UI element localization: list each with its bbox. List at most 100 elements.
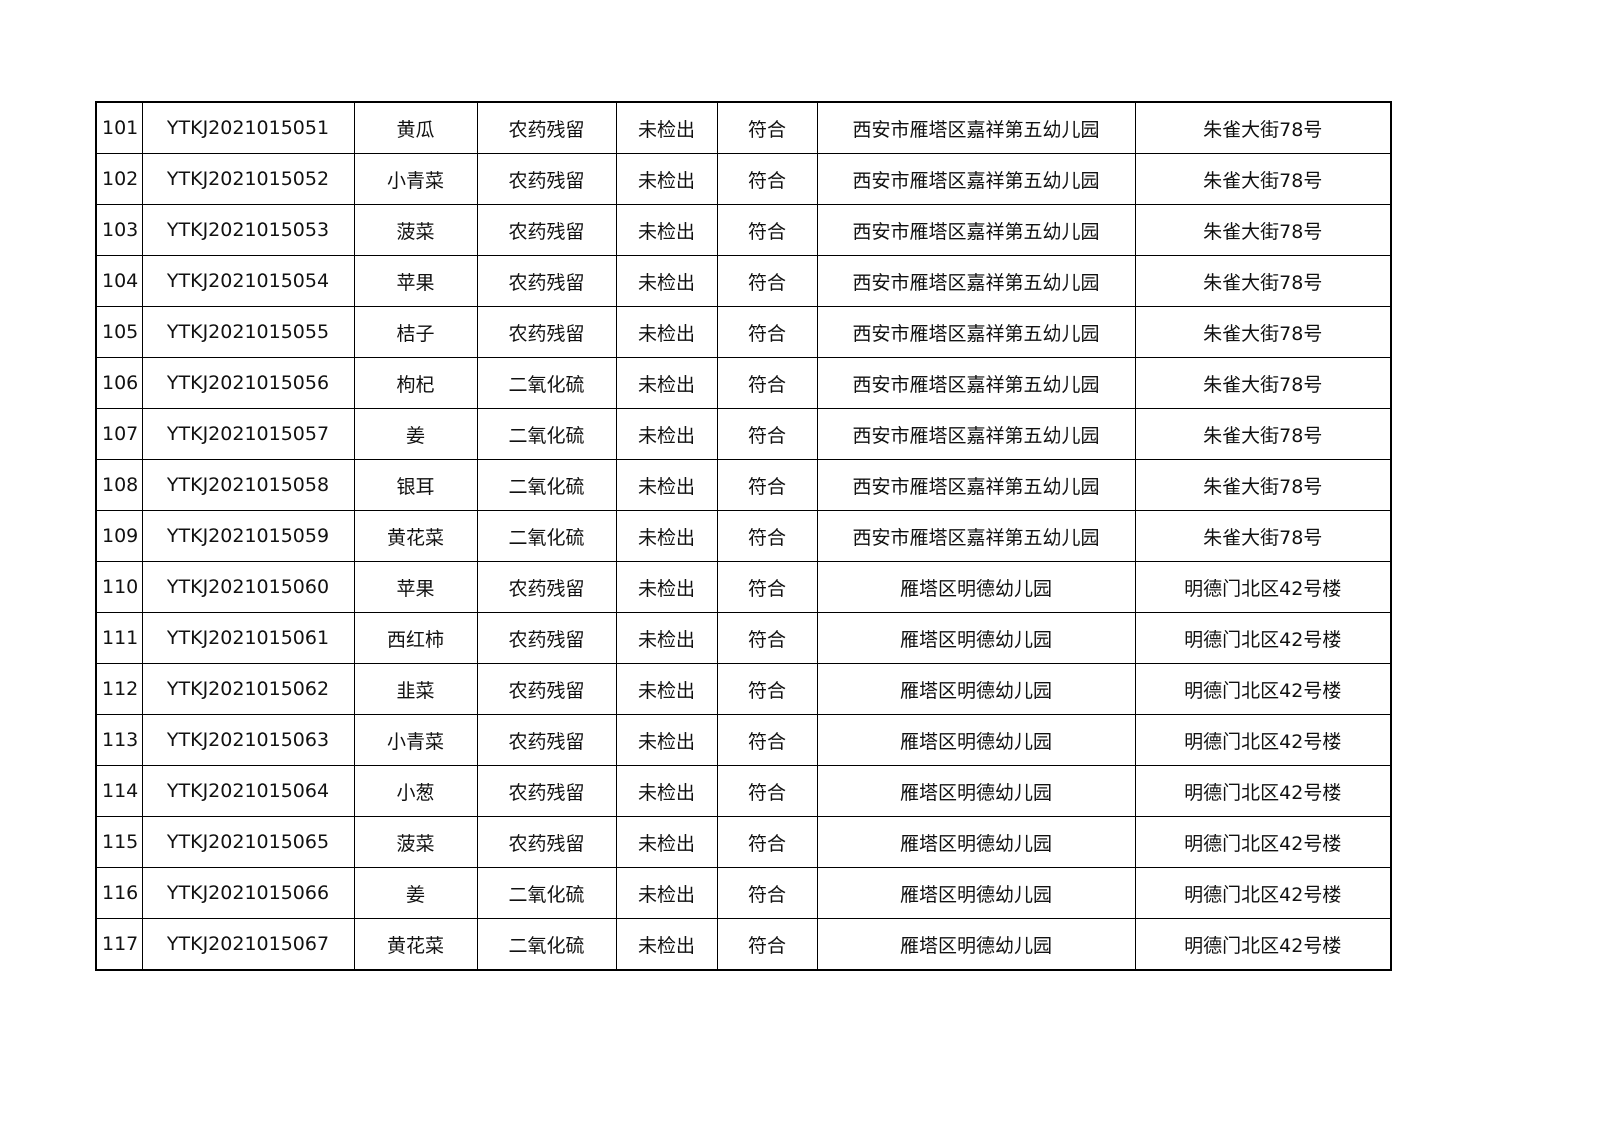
row-number-cell: 103 xyxy=(95,204,143,256)
table-row: 105 YTKJ2021015055 桔子 农药残留 未检出 符合 西安市雁塔区嘉祥第五幼儿… xyxy=(95,306,1392,358)
conclusion-cell: 符合 xyxy=(716,204,818,256)
test-item-cell: 农药残留 xyxy=(476,561,617,613)
sample-name-cell: 枸杞 xyxy=(353,357,478,409)
test-item-cell: 农药残留 xyxy=(476,663,617,715)
unit-address-cell: 明德门北区42号楼 xyxy=(1134,612,1392,664)
sample-id-cell: YTKJ2021015067 xyxy=(141,918,355,971)
unit-name-cell: 雁塔区明德幼儿园 xyxy=(816,816,1136,868)
table-row: 111 YTKJ2021015061 西红柿 农药残留 未检出 符合 雁塔区明德幼儿园 明德门… xyxy=(95,612,1392,664)
sample-id-cell: YTKJ2021015061 xyxy=(141,612,355,664)
sample-name-cell: 黄花菜 xyxy=(353,510,478,562)
sample-name-cell: 菠菜 xyxy=(353,816,478,868)
test-result-cell: 未检出 xyxy=(615,510,718,562)
table-row: 103 YTKJ2021015053 菠菜 农药残留 未检出 符合 西安市雁塔区嘉祥第五幼儿… xyxy=(95,204,1392,256)
table-row: 116 YTKJ2021015066 姜二氧化硫 未检出 符合 雁塔区明德幼儿园 明德门北区… xyxy=(95,867,1392,919)
conclusion-cell: 符合 xyxy=(716,663,818,715)
test-item-cell: 农药残留 xyxy=(476,612,617,664)
conclusion-cell: 符合 xyxy=(716,561,818,613)
unit-address-cell: 朱雀大街78号 xyxy=(1134,357,1392,409)
table-body: 101 YTKJ2021015051 黄瓜 农药残留 未检出 符合 西安市雁塔区嘉祥第五幼儿… xyxy=(95,101,1392,971)
inspection-results-table: 101 YTKJ2021015051 黄瓜 农药残留 未检出 符合 西安市雁塔区嘉祥第五幼儿… xyxy=(95,101,1392,971)
unit-address-cell: 朱雀大街78号 xyxy=(1134,101,1392,154)
table-row: 113 YTKJ2021015063 小青菜 农药残留 未检出 符合 雁塔区明德幼儿园 明德门… xyxy=(95,714,1392,766)
test-item-cell: 二氧化硫 xyxy=(476,357,617,409)
unit-address-cell: 朱雀大街78号 xyxy=(1134,306,1392,358)
unit-address-cell: 朱雀大街78号 xyxy=(1134,459,1392,511)
unit-address-cell: 明德门北区42号楼 xyxy=(1134,816,1392,868)
unit-name-cell: 西安市雁塔区嘉祥第五幼儿园 xyxy=(816,101,1136,154)
conclusion-cell: 符合 xyxy=(716,918,818,971)
test-result-cell: 未检出 xyxy=(615,101,718,154)
test-item-cell: 农药残留 xyxy=(476,306,617,358)
sample-name-cell: 苹果 xyxy=(353,561,478,613)
sample-name-cell: 菠菜 xyxy=(353,204,478,256)
sample-name-cell: 银耳 xyxy=(353,459,478,511)
row-number-cell: 102 xyxy=(95,153,143,205)
sample-id-cell: YTKJ2021015060 xyxy=(141,561,355,613)
row-number-cell: 105 xyxy=(95,306,143,358)
test-result-cell: 未检出 xyxy=(615,714,718,766)
conclusion-cell: 符合 xyxy=(716,765,818,817)
sample-name-cell: 韭菜 xyxy=(353,663,478,715)
sample-name-cell: 苹果 xyxy=(353,255,478,307)
test-result-cell: 未检出 xyxy=(615,561,718,613)
sample-name-cell: 西红柿 xyxy=(353,612,478,664)
unit-address-cell: 明德门北区42号楼 xyxy=(1134,867,1392,919)
row-number-cell: 101 xyxy=(95,101,143,154)
sample-id-cell: YTKJ2021015052 xyxy=(141,153,355,205)
row-number-cell: 104 xyxy=(95,255,143,307)
row-number-cell: 107 xyxy=(95,408,143,460)
conclusion-cell: 符合 xyxy=(716,357,818,409)
test-item-cell: 农药残留 xyxy=(476,765,617,817)
test-item-cell: 农药残留 xyxy=(476,816,617,868)
row-number-cell: 112 xyxy=(95,663,143,715)
unit-name-cell: 西安市雁塔区嘉祥第五幼儿园 xyxy=(816,153,1136,205)
test-item-cell: 农药残留 xyxy=(476,204,617,256)
table-row: 108 YTKJ2021015058 银耳 二氧化硫 未检出 符合 西安市雁塔区嘉祥第五幼儿… xyxy=(95,459,1392,511)
table-row: 107 YTKJ2021015057 姜二氧化硫 未检出 符合 西安市雁塔区嘉祥第五幼儿园… xyxy=(95,408,1392,460)
test-result-cell: 未检出 xyxy=(615,357,718,409)
test-item-cell: 二氧化硫 xyxy=(476,918,617,971)
test-item-cell: 农药残留 xyxy=(476,255,617,307)
table-row: 115 YTKJ2021015065 菠菜 农药残留 未检出 符合 雁塔区明德幼儿园 明德门北… xyxy=(95,816,1392,868)
row-number-cell: 113 xyxy=(95,714,143,766)
test-result-cell: 未检出 xyxy=(615,867,718,919)
sample-name-cell: 桔子 xyxy=(353,306,478,358)
unit-name-cell: 西安市雁塔区嘉祥第五幼儿园 xyxy=(816,510,1136,562)
conclusion-cell: 符合 xyxy=(716,101,818,154)
test-result-cell: 未检出 xyxy=(615,306,718,358)
table-row: 114 YTKJ2021015064 小葱 农药残留 未检出 符合 雁塔区明德幼儿园 明德门北… xyxy=(95,765,1392,817)
unit-name-cell: 雁塔区明德幼儿园 xyxy=(816,561,1136,613)
unit-address-cell: 明德门北区42号楼 xyxy=(1134,765,1392,817)
table-row: 106 YTKJ2021015056 枸杞 二氧化硫 未检出 符合 西安市雁塔区嘉祥第五幼儿… xyxy=(95,357,1392,409)
row-number-cell: 110 xyxy=(95,561,143,613)
unit-address-cell: 明德门北区42号楼 xyxy=(1134,663,1392,715)
sample-id-cell: YTKJ2021015065 xyxy=(141,816,355,868)
sample-id-cell: YTKJ2021015062 xyxy=(141,663,355,715)
test-item-cell: 二氧化硫 xyxy=(476,459,617,511)
table-row: 117 YTKJ2021015067 黄花菜 二氧化硫 未检出 符合 雁塔区明德幼儿园 明德门… xyxy=(95,918,1392,971)
sample-name-cell: 姜 xyxy=(353,867,478,919)
unit-name-cell: 西安市雁塔区嘉祥第五幼儿园 xyxy=(816,204,1136,256)
unit-address-cell: 明德门北区42号楼 xyxy=(1134,918,1392,971)
conclusion-cell: 符合 xyxy=(716,153,818,205)
sample-id-cell: YTKJ2021015055 xyxy=(141,306,355,358)
sample-id-cell: YTKJ2021015059 xyxy=(141,510,355,562)
table-row: 102 YTKJ2021015052 小青菜 农药残留 未检出 符合 西安市雁塔区嘉祥第五幼… xyxy=(95,153,1392,205)
unit-name-cell: 西安市雁塔区嘉祥第五幼儿园 xyxy=(816,306,1136,358)
unit-name-cell: 雁塔区明德幼儿园 xyxy=(816,867,1136,919)
unit-name-cell: 西安市雁塔区嘉祥第五幼儿园 xyxy=(816,255,1136,307)
unit-name-cell: 西安市雁塔区嘉祥第五幼儿园 xyxy=(816,408,1136,460)
test-result-cell: 未检出 xyxy=(615,612,718,664)
unit-name-cell: 雁塔区明德幼儿园 xyxy=(816,663,1136,715)
unit-name-cell: 西安市雁塔区嘉祥第五幼儿园 xyxy=(816,357,1136,409)
sample-name-cell: 黄花菜 xyxy=(353,918,478,971)
test-result-cell: 未检出 xyxy=(615,459,718,511)
unit-address-cell: 朱雀大街78号 xyxy=(1134,408,1392,460)
conclusion-cell: 符合 xyxy=(716,714,818,766)
sample-name-cell: 小葱 xyxy=(353,765,478,817)
conclusion-cell: 符合 xyxy=(716,459,818,511)
unit-address-cell: 明德门北区42号楼 xyxy=(1134,714,1392,766)
sample-id-cell: YTKJ2021015064 xyxy=(141,765,355,817)
table-row: 109 YTKJ2021015059 黄花菜 二氧化硫 未检出 符合 西安市雁塔区嘉祥第五幼… xyxy=(95,510,1392,562)
